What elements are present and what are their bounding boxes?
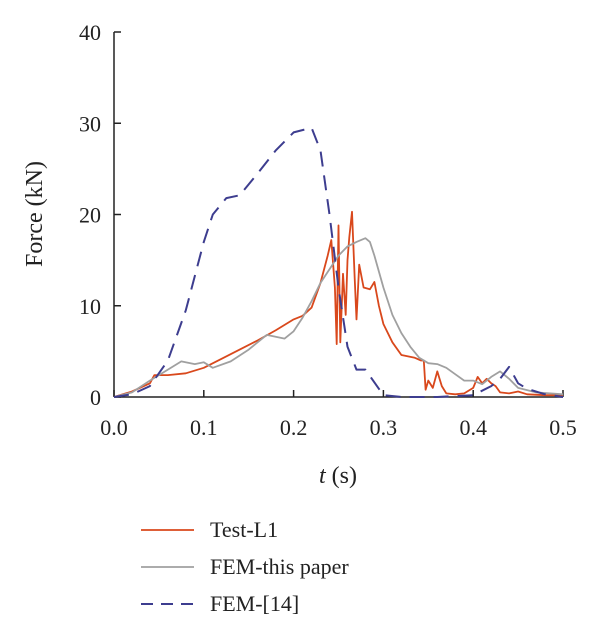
series-line-test-l1 bbox=[113, 210, 563, 398]
series-line-fem-14 bbox=[113, 126, 564, 398]
x-tick-label: 0.0 bbox=[100, 415, 128, 440]
series-layer bbox=[113, 126, 564, 398]
x-axis-title-variable: t bbox=[319, 463, 327, 489]
y-tick-label: 0 bbox=[90, 385, 101, 410]
x-axis-title: t (s) bbox=[319, 463, 357, 489]
x-tick-label: 0.2 bbox=[280, 415, 308, 440]
y-tick-label: 40 bbox=[79, 20, 101, 45]
x-tick-label: 0.4 bbox=[459, 415, 487, 440]
y-tick-label: 20 bbox=[79, 203, 101, 228]
x-tick-label: 0.3 bbox=[370, 415, 398, 440]
legend-label: Test-L1 bbox=[210, 517, 278, 542]
legend: Test-L1 FEM-this paper FEM-[14] bbox=[141, 517, 349, 616]
series-line-fem-this-paper bbox=[113, 237, 564, 398]
y-tick-label: 10 bbox=[79, 294, 101, 319]
x-tick-label: 0.5 bbox=[549, 415, 577, 440]
x-tick-label: 0.1 bbox=[190, 415, 218, 440]
x-axis-title-unit: (s) bbox=[326, 463, 357, 489]
legend-label: FEM-this paper bbox=[210, 554, 349, 579]
axes bbox=[113, 32, 563, 398]
y-tick-label: 30 bbox=[79, 111, 101, 136]
ticks: 0 10 20 30 40 0.0 0.1 0.2 0.3 0.4 0.5 bbox=[79, 20, 577, 440]
y-axis-title: Force (kN) bbox=[22, 161, 48, 267]
legend-label: FEM-[14] bbox=[210, 591, 299, 616]
